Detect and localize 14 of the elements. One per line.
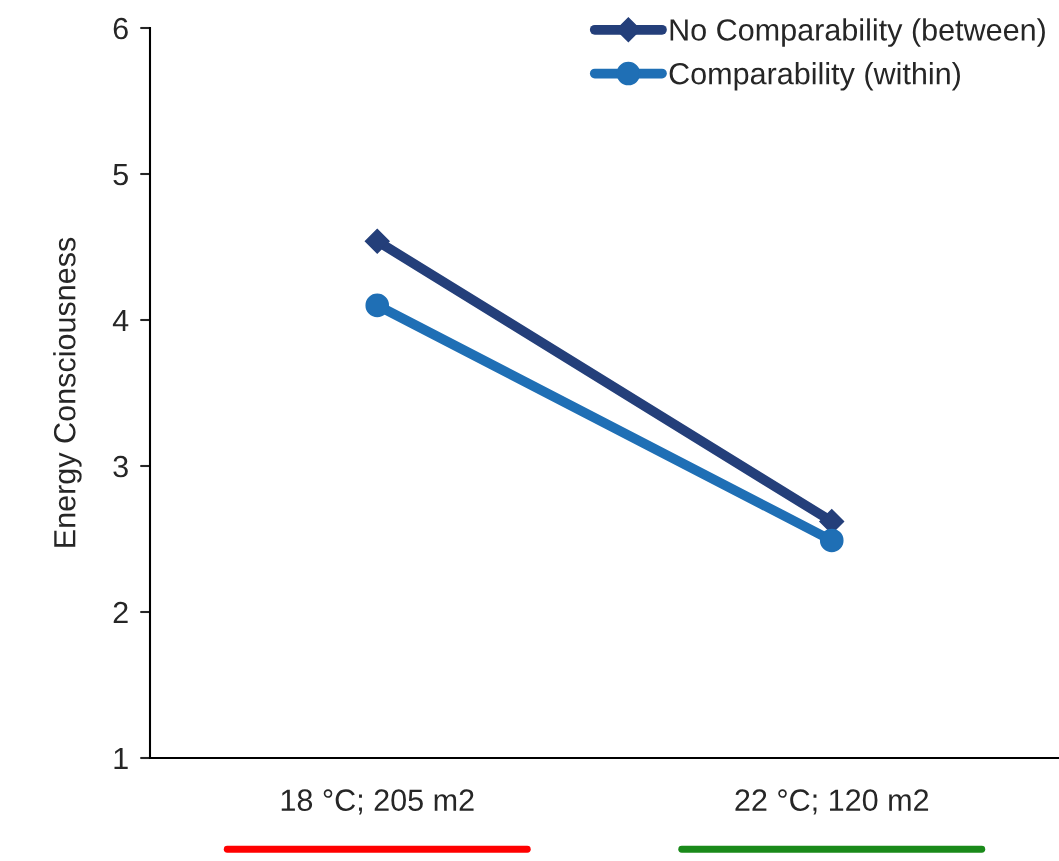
legend-label: Comparability (within) [669,62,960,91]
y-tick-label: 4 [112,310,129,332]
x-tick-label: 18 °C; 205 m2 [281,789,474,815]
y-tick-label: 1 [114,748,128,770]
point [364,228,390,254]
y-tick-label: 2 [113,601,128,624]
point [365,293,390,318]
legend-label: No Comparability (between) [670,18,1045,47]
x-tick-label: 22 °C; 120 m2 [735,789,929,815]
y-tick-label: 3 [113,455,128,478]
point [819,528,844,553]
y-axis-title: Energy Consciousness [53,237,82,547]
y-tick-label: 5 [113,164,128,186]
y-tick-label: 6 [113,17,128,40]
